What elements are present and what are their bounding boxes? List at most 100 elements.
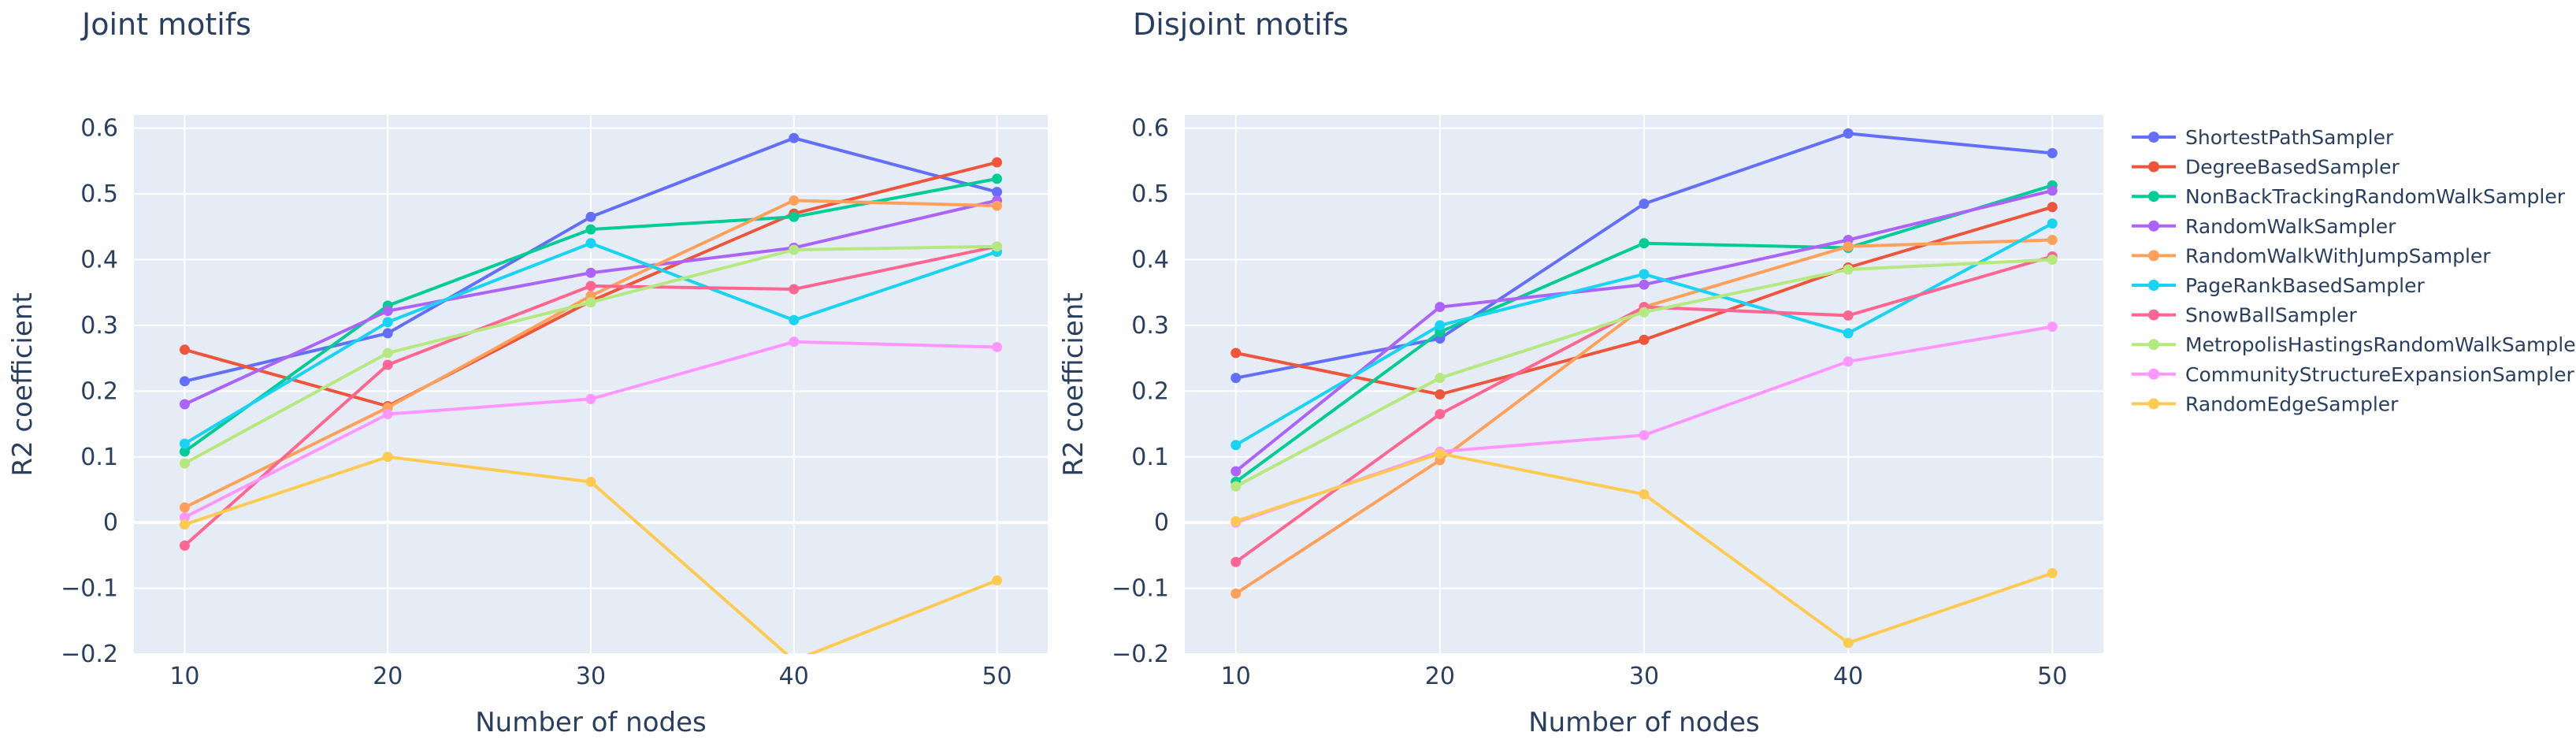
y-tick-label: −0.1 [1112, 575, 1169, 603]
data-point [382, 317, 393, 328]
x-tick-label: 10 [1221, 663, 1251, 690]
series-RandomEdgeSampler [1230, 448, 2058, 649]
data-point [1639, 269, 1650, 280]
y-tick-label: −0.1 [61, 575, 118, 603]
y-tick-label: 0.4 [1131, 247, 1169, 274]
legend-label: RandomEdgeSampler [2185, 392, 2399, 415]
data-point [382, 409, 393, 420]
data-point [382, 347, 393, 359]
legend-label: RandomWalkWithJumpSampler [2185, 244, 2491, 267]
data-point [179, 540, 190, 551]
data-point [1435, 373, 1446, 384]
legend-swatch-marker [2148, 398, 2159, 410]
data-point [585, 224, 596, 235]
data-point [1843, 328, 1854, 339]
legend-swatch-marker [2148, 132, 2159, 143]
y-tick-label: 0 [1154, 509, 1169, 537]
y-tick-label: 0.3 [1131, 312, 1169, 340]
data-point [992, 173, 1003, 184]
data-point [1230, 440, 1242, 451]
data-point [179, 519, 190, 530]
data-point [1230, 588, 1242, 599]
x-tick-labels: 10 20 30 40 50 [169, 663, 1011, 690]
legend-item[interactable]: PageRankBasedSampler [2132, 274, 2425, 297]
y-tick-label: 0.5 [80, 180, 118, 208]
legend-swatch-marker [2148, 339, 2159, 351]
legend-label: NonBackTrackingRandomWalkSampler [2185, 185, 2566, 208]
legend: ShortestPathSampler DegreeBasedSampler Non… [2132, 126, 2576, 415]
data-point [585, 297, 596, 308]
data-point [1639, 307, 1650, 318]
data-point [2047, 185, 2058, 196]
data-point [1639, 489, 1650, 500]
data-point [2047, 147, 2058, 158]
y-tick-label: 0.1 [1131, 444, 1169, 471]
x-tick-label: 30 [576, 663, 606, 690]
data-point [1435, 448, 1446, 459]
legend-item[interactable]: ShortestPathSampler [2132, 126, 2394, 149]
chart-disjoint-motifs: Disjoint motifs −0.2 −0.1 0 0.1 0.2 0.3 0.4 0.5… [1058, 7, 2103, 738]
data-point [585, 281, 596, 292]
y-tick-label: 0.3 [80, 312, 118, 340]
x-tick-labels: 10 20 30 40 50 [1221, 663, 2068, 690]
legend-label: CommunityStructureExpansionSampler [2185, 363, 2574, 386]
data-point [1639, 279, 1650, 290]
x-tick-label: 50 [2037, 663, 2067, 690]
series-ShortestPathSampler [179, 132, 1003, 387]
data-point [992, 200, 1003, 211]
data-point [585, 267, 596, 278]
legend-item[interactable]: MetropolisHastingsRandomWalkSampler [2132, 333, 2576, 356]
y-tick-labels: −0.2 −0.1 0 0.1 0.2 0.3 0.4 0.5 0.6 [61, 115, 118, 668]
y-tick-label: 0.6 [1131, 115, 1169, 143]
legend-item[interactable]: RandomEdgeSampler [2132, 392, 2399, 415]
legend-label: SnowBallSampler [2185, 304, 2358, 327]
data-point [1435, 302, 1446, 313]
series-MetropolisHastingsRandomWalkSampler [179, 241, 1003, 469]
y-tick-label: 0.6 [80, 115, 118, 143]
x-axis-title: Number of nodes [475, 707, 707, 738]
data-point [1230, 516, 1242, 527]
data-point [179, 446, 190, 457]
legend-swatch-marker [2148, 309, 2159, 321]
data-point [585, 476, 596, 487]
x-axis-title: Number of nodes [1528, 707, 1760, 738]
data-point [1230, 347, 1242, 359]
data-point [179, 399, 190, 410]
data-point [992, 187, 1003, 198]
data-point [1435, 389, 1446, 400]
series-lines [1230, 128, 2058, 649]
y-tick-label: 0.5 [1131, 180, 1169, 208]
x-tick-label: 30 [1629, 663, 1659, 690]
legend-item[interactable]: DegreeBasedSampler [2132, 156, 2400, 179]
x-tick-label: 40 [1833, 663, 1863, 690]
data-point [992, 157, 1003, 168]
y-tick-labels: −0.2 −0.1 0 0.1 0.2 0.3 0.4 0.5 0.6 [1112, 115, 1169, 668]
data-point [1843, 356, 1854, 367]
data-point [179, 502, 190, 513]
data-point [382, 306, 393, 317]
data-point [1230, 481, 1242, 492]
y-tick-label: 0.2 [1131, 377, 1169, 405]
data-point [585, 211, 596, 222]
data-point [1230, 373, 1242, 384]
data-point [789, 314, 800, 325]
legend-label: ShortestPathSampler [2185, 126, 2394, 149]
legend-item[interactable]: NonBackTrackingRandomWalkSampler [2132, 185, 2566, 208]
legend-item[interactable]: SnowBallSampler [2132, 304, 2358, 327]
data-point [585, 393, 596, 404]
legend-item[interactable]: CommunityStructureExpansionSampler [2132, 363, 2574, 386]
legend-item[interactable]: RandomWalkSampler [2132, 215, 2396, 238]
data-point [789, 284, 800, 295]
data-point [382, 359, 393, 370]
y-tick-label: −0.2 [61, 641, 118, 668]
y-tick-label: 0.2 [80, 377, 118, 405]
data-point [992, 341, 1003, 352]
legend-item[interactable]: RandomWalkWithJumpSampler [2132, 244, 2491, 267]
data-point [789, 244, 800, 255]
data-point [2047, 567, 2058, 578]
data-point [789, 132, 800, 143]
series-RandomEdgeSampler [179, 452, 1003, 654]
data-point [1843, 637, 1854, 649]
data-point [1230, 556, 1242, 567]
